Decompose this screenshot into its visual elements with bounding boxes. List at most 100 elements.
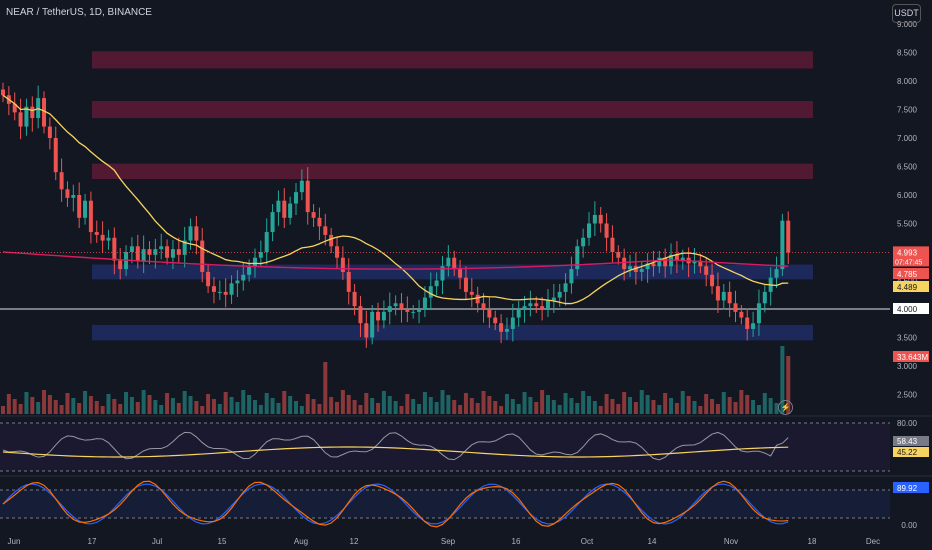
candle-body — [481, 303, 486, 309]
rsi-ma-value: 45.22 — [897, 448, 918, 457]
candle-body — [715, 286, 720, 301]
candle-body — [47, 126, 52, 138]
volume-bar — [715, 404, 720, 414]
candle-body — [393, 303, 398, 307]
candle-body — [282, 200, 287, 218]
volume-bar — [422, 392, 427, 414]
volume-bar — [47, 395, 52, 414]
candle-body — [434, 280, 439, 287]
candle-body — [323, 226, 328, 235]
candle-body — [71, 195, 76, 198]
volume-bar — [59, 405, 64, 414]
volume-bar — [282, 391, 287, 414]
volume-bar — [733, 402, 738, 414]
candle-body — [229, 283, 234, 295]
volume-bar — [622, 392, 627, 414]
rsi-ma-value-bg — [893, 447, 929, 457]
candle-body — [153, 249, 158, 255]
volume-bar — [170, 398, 175, 414]
price-tick-label: 7.500 — [897, 106, 918, 115]
candle-body — [223, 291, 228, 295]
candle-body — [200, 240, 205, 272]
volume-bar — [317, 404, 322, 414]
candle-body — [100, 234, 105, 241]
volume-bar — [77, 403, 82, 414]
candle-body — [352, 291, 357, 307]
candle-body — [639, 269, 644, 272]
ma-fast-label-bg — [893, 281, 929, 292]
candle-body — [569, 269, 574, 284]
price-tick-label: 8.500 — [897, 49, 918, 58]
candle-body — [469, 291, 474, 295]
volume-bar — [405, 394, 410, 414]
volume-bar — [516, 404, 521, 414]
time-axis-label: Oct — [581, 537, 594, 546]
candle-body — [83, 200, 88, 218]
candle-body — [604, 223, 609, 238]
candle-body — [288, 203, 293, 218]
volume-bar — [288, 396, 293, 414]
candle-body — [657, 257, 662, 267]
candle-body — [235, 280, 240, 284]
time-axis-label: Dec — [866, 537, 880, 546]
candle-body — [147, 249, 152, 255]
candle-body — [317, 217, 322, 227]
volume-bar — [53, 400, 58, 414]
candle-body — [247, 266, 252, 275]
volume-bar — [30, 397, 35, 414]
volume-bar — [141, 390, 146, 414]
volume-bar — [651, 400, 656, 414]
volume-bar — [540, 390, 545, 414]
volume-bar — [663, 393, 668, 414]
candle-body — [399, 303, 404, 309]
volume-bar — [223, 392, 228, 414]
candle-body — [252, 257, 257, 267]
volume-bar — [258, 405, 263, 414]
candle-body — [294, 192, 298, 204]
volume-bar — [276, 403, 281, 414]
volume-bar — [633, 402, 638, 414]
candle-body — [299, 180, 304, 193]
volume-bar — [399, 406, 404, 414]
candle-body — [329, 234, 334, 247]
candle-body — [346, 271, 351, 292]
candle-body — [311, 212, 316, 218]
symbol-title[interactable]: NEAR / TetherUS, 1D, BINANCE — [6, 7, 152, 18]
price-tick-label: 6.500 — [897, 163, 918, 172]
time-axis-label: 12 — [350, 537, 359, 546]
candle-body — [516, 309, 521, 318]
volume-bar — [12, 399, 17, 414]
volume-bar — [551, 400, 556, 414]
volume-bar — [247, 395, 252, 414]
candle-body — [129, 246, 134, 252]
indicator-tick-label: 80.00 — [897, 419, 918, 428]
volume-bar — [124, 392, 129, 414]
lightning-icon[interactable]: ⚡ — [778, 400, 793, 415]
candle-body — [182, 240, 187, 255]
currency-button[interactable]: USDT — [892, 4, 921, 23]
candle-body — [510, 317, 515, 329]
volume-bar — [463, 393, 468, 414]
volume-bar — [710, 399, 715, 414]
price-tick-label: 9.000 — [897, 20, 918, 29]
volume-bar — [252, 400, 257, 414]
candle-body — [405, 309, 410, 312]
volume-bar — [411, 399, 416, 414]
candle-body — [463, 277, 468, 292]
volume-bar — [217, 404, 222, 414]
volume-bar — [229, 397, 234, 414]
resistance-zone — [92, 163, 813, 180]
price-tick-label: 6.000 — [897, 191, 918, 200]
volume-bar — [762, 393, 767, 414]
candle-body — [610, 237, 615, 252]
candle-body — [217, 291, 222, 293]
volume-bar — [305, 394, 310, 414]
support-zone — [92, 264, 813, 280]
volume-bar — [692, 401, 697, 414]
candle-body — [751, 323, 756, 329]
candle-body — [452, 257, 457, 270]
volume-bar — [159, 405, 164, 414]
ma-fast-label: 4.489 — [897, 283, 918, 292]
volume-bar — [745, 395, 750, 414]
